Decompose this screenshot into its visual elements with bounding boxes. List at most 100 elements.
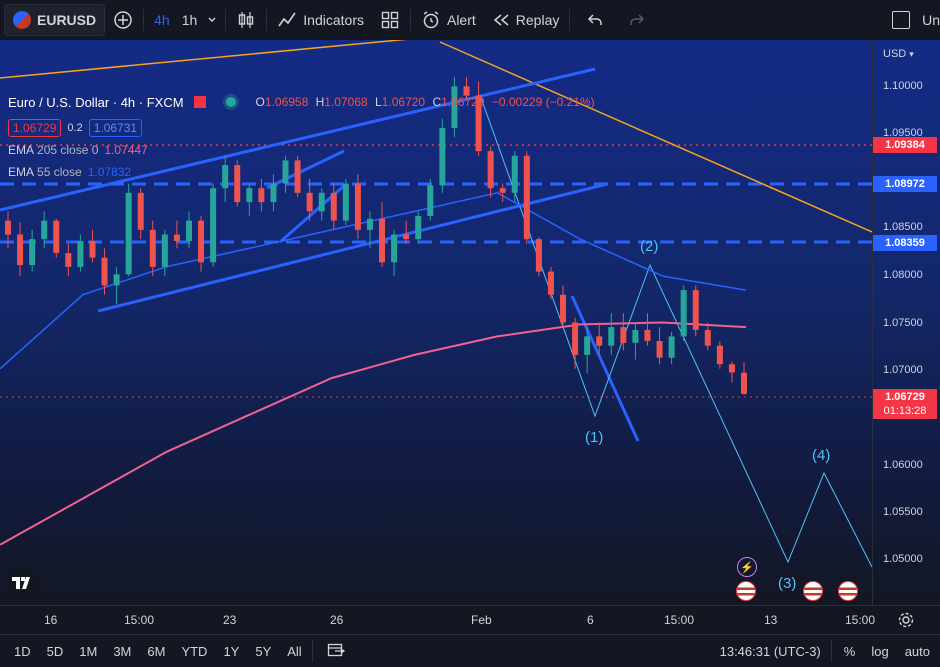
time-tick: 23 xyxy=(223,613,237,627)
time-tick: 26 xyxy=(330,613,344,627)
chart-type-button[interactable] xyxy=(228,0,264,40)
wave-label-2[interactable]: (2) xyxy=(640,238,658,255)
symbol-search-button[interactable]: EURUSD xyxy=(4,4,106,36)
timeframe-4h-button[interactable]: 4h xyxy=(154,12,170,28)
range-1m[interactable]: 1M xyxy=(79,643,98,659)
tv-logo-icon xyxy=(12,577,30,589)
candle-body xyxy=(318,192,325,212)
alert-label: Alert xyxy=(446,12,476,28)
log-toggle[interactable]: log xyxy=(871,643,889,659)
legend-title[interactable]: Euro / U.S. Dollar · 4h · FXCM xyxy=(8,94,184,110)
alert-button[interactable]: Alert xyxy=(413,0,484,40)
timezone-clock[interactable]: 13:46:31 (UTC-3) xyxy=(719,643,821,659)
range-5d[interactable]: 5D xyxy=(46,643,64,659)
separator xyxy=(830,640,832,662)
percent-toggle[interactable]: % xyxy=(843,643,856,659)
wave-label-3[interactable]: (3) xyxy=(778,575,796,592)
chevron-down-icon xyxy=(208,17,216,22)
orange-trendline-left[interactable] xyxy=(0,40,420,79)
replay-label: Replay xyxy=(515,12,560,28)
range-1y[interactable]: 1Y xyxy=(223,643,240,659)
ema-55-name: EMA xyxy=(8,165,35,179)
candle-body xyxy=(330,192,337,221)
range-all[interactable]: All xyxy=(287,643,302,659)
range-1d[interactable]: 1D xyxy=(14,643,31,659)
us-flag-event-icon[interactable] xyxy=(838,581,858,601)
price-tick: 1.08000 xyxy=(883,269,923,281)
range-6m[interactable]: 6M xyxy=(147,643,166,659)
lightning-event-icon[interactable]: ⚡ xyxy=(737,557,757,577)
ema-205-legend[interactable]: EMA 205 close 0 1.07447 xyxy=(8,140,595,160)
flag-upper-line[interactable] xyxy=(266,149,345,190)
layouts-button[interactable] xyxy=(372,0,408,40)
alarm-clock-icon xyxy=(423,11,439,29)
us-flag-event-icon[interactable] xyxy=(736,581,756,601)
go-to-date-button[interactable] xyxy=(315,642,357,661)
us-flag-event-icon[interactable] xyxy=(803,581,823,601)
auto-toggle[interactable]: auto xyxy=(904,643,930,659)
undo-icon xyxy=(588,14,603,25)
currency-selector[interactable]: USD ▾ xyxy=(883,48,914,60)
time-tick: 16 xyxy=(44,613,58,627)
candle-body xyxy=(511,155,518,193)
candle-body xyxy=(620,327,627,343)
candle-body xyxy=(475,95,482,152)
close-value: 1.06729 xyxy=(441,95,485,109)
candle-body xyxy=(560,294,567,323)
ema55-path xyxy=(0,192,747,370)
candle-body xyxy=(89,240,96,258)
chart-canvas[interactable]: (1) (2) (3) (4) xyxy=(0,40,872,605)
replay-button[interactable]: Replay xyxy=(484,0,568,40)
settings-button[interactable] xyxy=(897,611,915,632)
ohlc-values: O1.06958 H1.07068 L1.06720 C1.06729 −0.0… xyxy=(256,95,595,109)
chevron-down-icon: ▾ xyxy=(909,49,914,59)
gear-icon xyxy=(898,612,914,628)
candle-body xyxy=(379,218,386,263)
compare-add-button[interactable] xyxy=(105,0,141,40)
timeframe-dropdown[interactable] xyxy=(201,0,223,40)
candle-body xyxy=(391,234,398,263)
market-closed-icon xyxy=(193,96,206,108)
candle-body xyxy=(741,372,747,394)
candle-body xyxy=(354,183,361,230)
ema-55-line xyxy=(0,192,747,370)
candle-body xyxy=(161,234,168,267)
ema-205-params: 205 close 0 xyxy=(37,143,99,157)
layout-select-checkbox[interactable] xyxy=(884,0,918,40)
channel-upper-line[interactable] xyxy=(0,67,596,212)
ema-55-legend[interactable]: EMA 55 close 1.07832 xyxy=(8,162,595,182)
range-ytd[interactable]: YTD xyxy=(181,643,208,659)
candle-body xyxy=(258,188,265,203)
bid-button[interactable]: 1.06729 xyxy=(8,119,62,137)
channel-lower-line[interactable] xyxy=(97,182,608,313)
time-tick: 15:00 xyxy=(845,613,876,627)
price-label-108972[interactable]: 1.08972 xyxy=(873,176,937,192)
price-scale[interactable]: USD ▾ 1.10000 1.09500 1.08500 1.08000 1.… xyxy=(872,40,940,605)
elliott-wave-path[interactable] xyxy=(479,94,872,568)
current-price-label[interactable]: 1.06729 01:13:28 xyxy=(873,389,937,419)
time-axis[interactable]: 16 15:00 23 26 Feb 6 15:00 13 15:00 xyxy=(0,605,940,634)
impulse-line[interactable] xyxy=(570,295,640,442)
wave-label-4[interactable]: (4) xyxy=(812,447,830,464)
redo-button[interactable] xyxy=(618,0,656,40)
chart-pane[interactable]: (1) (2) (3) (4) Euro / U.S. Dollar · 4h … xyxy=(0,40,872,605)
status-dot-icon xyxy=(225,97,236,107)
unnamed-layout-label[interactable]: Un xyxy=(922,12,940,28)
range-5y[interactable]: 5Y xyxy=(255,643,272,659)
candle-body xyxy=(596,336,603,346)
candle-body xyxy=(149,229,156,267)
orange-trendline-right[interactable] xyxy=(439,41,872,233)
range-3m[interactable]: 3M xyxy=(113,643,132,659)
indicators-button[interactable]: Indicators xyxy=(269,0,372,40)
wave-label-1[interactable]: (1) xyxy=(585,429,603,446)
undo-button[interactable] xyxy=(572,0,618,40)
candle-body xyxy=(270,183,277,203)
tradingview-logo[interactable] xyxy=(6,566,40,600)
timeframe-1h-button[interactable]: 1h xyxy=(181,12,198,28)
candle-body xyxy=(427,185,434,216)
checkbox-icon xyxy=(892,11,911,29)
price-label-108359[interactable]: 1.08359 xyxy=(873,235,937,251)
candle-body xyxy=(306,192,313,212)
price-label-109384[interactable]: 1.09384 xyxy=(873,137,937,153)
ask-button[interactable]: 1.06731 xyxy=(88,119,143,137)
